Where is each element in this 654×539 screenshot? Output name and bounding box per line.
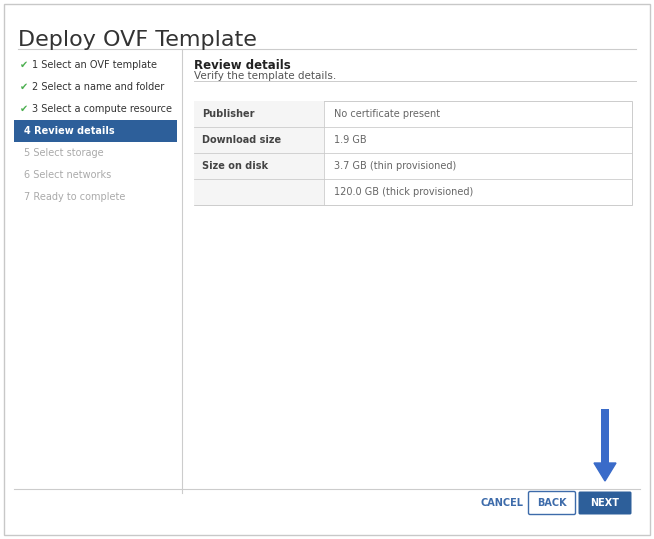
Text: 1 Select an OVF template: 1 Select an OVF template — [32, 60, 157, 70]
Text: 4 Review details: 4 Review details — [24, 126, 114, 136]
Bar — [194, 153, 324, 179]
Text: ✔: ✔ — [20, 104, 28, 114]
Polygon shape — [594, 463, 616, 481]
Text: 3 Select a compute resource: 3 Select a compute resource — [32, 104, 172, 114]
Bar — [601, 409, 609, 467]
Bar — [194, 101, 324, 127]
Text: BACK: BACK — [537, 498, 567, 508]
Bar — [194, 179, 324, 205]
Text: Review details: Review details — [194, 59, 291, 72]
Text: ✔: ✔ — [20, 82, 28, 92]
Text: 2 Select a name and folder: 2 Select a name and folder — [32, 82, 164, 92]
Text: 5 Select storage: 5 Select storage — [24, 148, 103, 158]
Text: 120.0 GB (thick provisioned): 120.0 GB (thick provisioned) — [334, 187, 473, 197]
Text: Verify the template details.: Verify the template details. — [194, 71, 336, 81]
Text: Download size: Download size — [202, 135, 281, 145]
Text: No certificate present: No certificate present — [334, 109, 440, 119]
Text: Size on disk: Size on disk — [202, 161, 268, 171]
Text: Publisher: Publisher — [202, 109, 254, 119]
Bar — [14, 120, 177, 142]
Text: 1.9 GB: 1.9 GB — [334, 135, 367, 145]
Text: ✔: ✔ — [20, 60, 28, 70]
Bar — [194, 127, 324, 153]
Bar — [194, 101, 632, 205]
Text: 3.7 GB (thin provisioned): 3.7 GB (thin provisioned) — [334, 161, 456, 171]
Text: 6 Select networks: 6 Select networks — [24, 170, 111, 180]
Text: NEXT: NEXT — [591, 498, 619, 508]
FancyBboxPatch shape — [579, 492, 632, 515]
Text: 7 Ready to complete: 7 Ready to complete — [24, 192, 126, 202]
Text: Deploy OVF Template: Deploy OVF Template — [18, 30, 257, 50]
Text: CANCEL: CANCEL — [481, 498, 523, 508]
FancyBboxPatch shape — [528, 492, 576, 515]
